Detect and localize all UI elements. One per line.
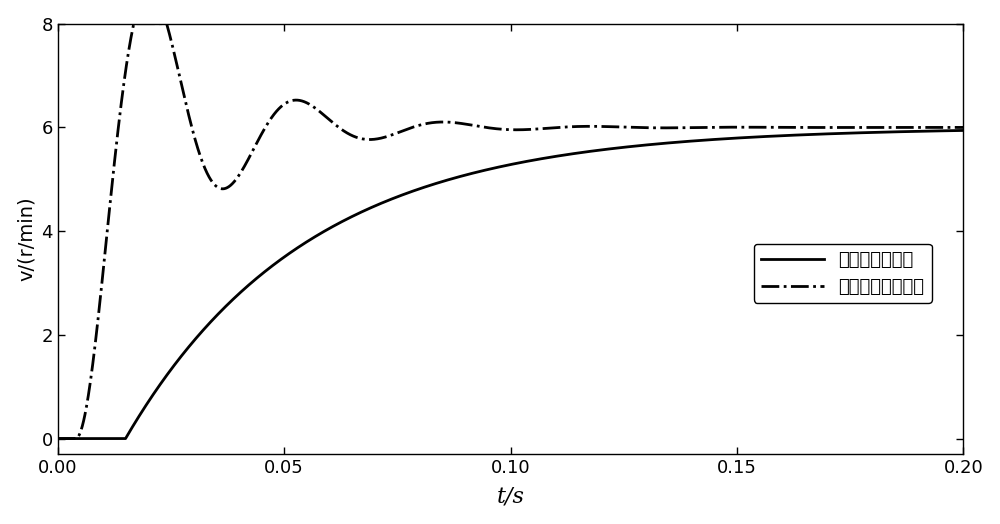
本发明速度响应: [439, 178, 451, 184]
Y-axis label: v/(r/min): v/(r/min): [17, 196, 36, 281]
现有技术速度响应: [432, 119, 444, 125]
现有技术速度响应: [128, 20, 140, 27]
现有技术速度响应: [885, 124, 897, 130]
本发明速度响应: [885, 129, 897, 135]
现有技术速度响应: [482, 125, 494, 131]
本发明速度响应: [432, 180, 444, 186]
现有技术速度响应: [930, 124, 942, 130]
现有技术速度响应: [710, 124, 722, 130]
本发明速度响应: [930, 128, 942, 134]
X-axis label: t/s: t/s: [497, 485, 524, 507]
本发明速度响应: [52, 435, 64, 442]
现有技术速度响应: [957, 124, 969, 130]
Line: 本发明速度响应: 本发明速度响应: [58, 130, 963, 439]
现有技术速度响应: [440, 119, 452, 125]
Legend: 本发明速度响应, 现有技术速度响应: 本发明速度响应, 现有技术速度响应: [754, 244, 932, 303]
Line: 现有技术速度响应: 现有技术速度响应: [58, 24, 963, 439]
本发明速度响应: [957, 127, 969, 134]
现有技术速度响应: [52, 435, 64, 442]
本发明速度响应: [710, 136, 722, 143]
本发明速度响应: [482, 166, 494, 172]
